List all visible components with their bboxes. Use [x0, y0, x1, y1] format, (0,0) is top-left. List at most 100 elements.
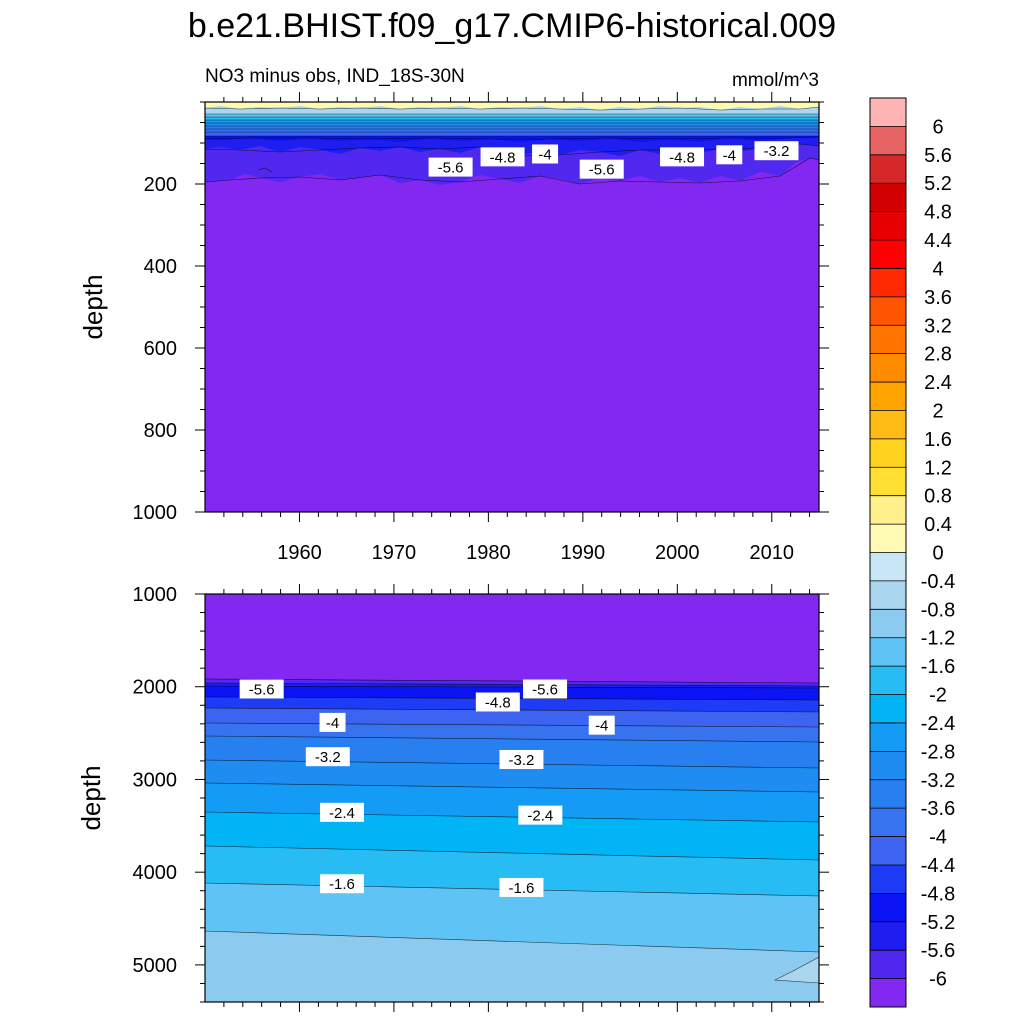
contour-label: -4.8 [480, 147, 525, 167]
y-tick-label: 4000 [133, 862, 178, 884]
colorbar-swatch [870, 325, 906, 355]
colorbar-label: -4 [929, 827, 947, 849]
contour-label: -2.4 [319, 802, 364, 822]
x-tick-label: 2010 [750, 542, 795, 564]
y-tick-label: 600 [144, 338, 177, 360]
colorbar-label: -5.6 [921, 940, 955, 962]
colorbar-label: -2 [929, 685, 947, 707]
colorbar-label: -4.8 [921, 883, 955, 905]
svg-text:-4: -4 [538, 146, 551, 163]
svg-text:-4: -4 [723, 147, 736, 164]
colorbar-label: 3.6 [924, 287, 952, 309]
contour-label: -4.8 [475, 692, 520, 712]
contour-label: -4 [532, 144, 559, 164]
figure-title: b.e21.BHIST.f09_g17.CMIP6-historical.009 [188, 7, 836, 45]
colorbar-label: 1.2 [924, 457, 952, 479]
y-tick-label: 1000 [133, 584, 178, 606]
svg-text:-3.2: -3.2 [509, 752, 535, 769]
svg-text:-4.8: -4.8 [490, 149, 516, 166]
contour-label: -4 [588, 715, 615, 735]
colorbar-swatch [870, 410, 906, 440]
svg-text:-1.6: -1.6 [329, 876, 355, 893]
colorbar-label: -0.4 [921, 571, 955, 593]
colorbar-label: -3.6 [921, 798, 955, 820]
colorbar-label: -4.4 [921, 855, 955, 877]
y-tick-label: 800 [144, 420, 177, 442]
colorbar-swatch [870, 978, 906, 1008]
colorbar-swatch [870, 751, 906, 781]
colorbar-swatch [870, 211, 906, 241]
colorbar-label: 3.2 [924, 315, 952, 337]
contour-label: -3.2 [305, 747, 350, 767]
colorbar-label: -5.2 [921, 912, 955, 934]
colorbar-frame [869, 97, 907, 1008]
colorbar-label: 2.4 [924, 372, 952, 394]
contour-label: -4 [716, 145, 743, 165]
lower-panel: -5.6 -4.8 -5.6 -4 -4 -3.2 -3.2 -2.4 -2.4 -1.6 -1.6… [76, 584, 829, 1012]
contour-label: -4.8 [660, 147, 705, 167]
x-tick-label: 1970 [372, 542, 417, 564]
colorbar-swatch [870, 864, 906, 894]
colorbar-swatch [870, 353, 906, 383]
colorbar-swatch [870, 154, 906, 184]
colorbar-label: 4 [932, 258, 943, 280]
colorbar-swatch [870, 467, 906, 497]
colorbar-label: 6 [932, 116, 943, 138]
svg-text:-5.6: -5.6 [589, 162, 615, 179]
contour-label: -5.6 [428, 157, 473, 177]
contour-label: -3.2 [754, 141, 799, 161]
colorbar-swatch [870, 268, 906, 298]
upper-y-axis: 200 400 600 800 1000 [133, 101, 829, 524]
colorbar-label: -1.2 [921, 628, 955, 650]
colorbar-label: -2.8 [921, 741, 955, 763]
colorbar-swatch [870, 580, 906, 610]
upper-x-axis: 1960 1970 1980 1990 2000 2010 [223, 92, 811, 564]
colorbar-swatch [870, 808, 906, 838]
colorbar-label: 2.8 [924, 344, 952, 366]
upper-panel: -5.6 -4.8 -4 -5.6 -4.8 -4 -3.2 200 400 600 800 100… [78, 92, 829, 564]
colorbar-label: 0.8 [924, 486, 952, 508]
y-tick-label: 200 [144, 174, 177, 196]
colorbar-label: 4.4 [924, 230, 952, 252]
y-tick-label: 2000 [133, 677, 178, 699]
units-subtitle: mmol/m^3 [732, 70, 819, 91]
colorbar-label: 0.4 [924, 514, 952, 536]
svg-text:-4.8: -4.8 [485, 694, 511, 711]
contour-label: -1.6 [499, 877, 544, 897]
colorbar-label: -1.6 [921, 656, 955, 678]
svg-text:-5.6: -5.6 [249, 682, 275, 699]
colorbar-label: 5.2 [924, 173, 952, 195]
colorbar-swatch [870, 694, 906, 724]
colorbar-swatch [870, 836, 906, 866]
left-subtitle: NO3 minus obs, IND_18S-30N [205, 66, 465, 87]
colorbar-label: 2 [932, 400, 943, 422]
lower-contour-labels: -5.6 -4.8 -5.6 -4 -4 -3.2 -3.2 -2.4 -2.4 -1.6 -1.6 [239, 679, 615, 897]
colorbar-label: 1.6 [924, 429, 952, 451]
contour-label: -5.6 [523, 679, 568, 699]
colorbar-swatch [870, 666, 906, 696]
colorbar-swatch [870, 296, 906, 326]
colorbar-swatch [870, 950, 906, 980]
colorbar-swatch [870, 722, 906, 752]
colorbar-swatch [870, 495, 906, 525]
colorbar-swatch [870, 126, 906, 156]
colorbar-swatch [870, 183, 906, 213]
colorbar-swatch [870, 779, 906, 809]
contour-label: -5.6 [239, 679, 284, 699]
colorbar-label: 0 [932, 543, 943, 565]
contour-label: -1.6 [319, 874, 364, 894]
lower-y-axis: 1000 2000 3000 4000 5000 [133, 584, 829, 1003]
colorbar-swatch [870, 382, 906, 411]
colorbar-swatch [870, 438, 906, 468]
colorbar-swatch [870, 240, 906, 269]
colorbar-swatch [870, 98, 906, 127]
colorbar-label: 5.6 [924, 145, 952, 167]
colorbar-label: -2.4 [921, 713, 955, 735]
svg-text:-1.6: -1.6 [509, 880, 535, 897]
lower-contour-fill [205, 594, 819, 1002]
upper-contour-labels: -5.6 -4.8 -4 -5.6 -4.8 -4 -3.2 [428, 141, 799, 179]
contour-label: -3.2 [499, 749, 544, 769]
contour-label: -5.6 [579, 159, 624, 179]
upper-y-label: depth [78, 274, 108, 339]
